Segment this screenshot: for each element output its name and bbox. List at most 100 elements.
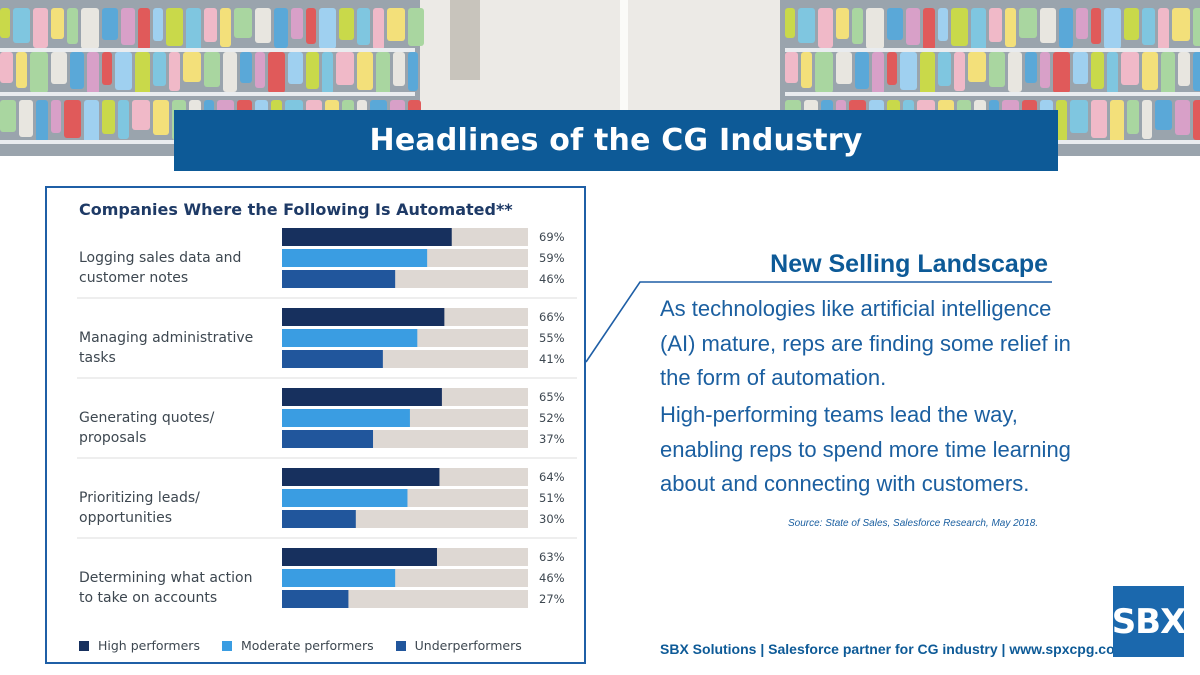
shelf-product xyxy=(357,8,370,45)
shelf-product xyxy=(306,52,319,89)
shelf-product xyxy=(153,100,169,135)
shelf-product xyxy=(183,52,201,82)
bar xyxy=(282,388,442,406)
footer-text: SBX Solutions | Salesforce partner for C… xyxy=(660,641,1128,657)
shelf-product xyxy=(818,8,833,48)
shelf-product xyxy=(1104,8,1121,49)
logo-text: SBX xyxy=(1111,601,1187,642)
shelf-product xyxy=(102,100,115,134)
shelf-product xyxy=(16,52,27,88)
data-label: 46% xyxy=(539,272,565,286)
data-label: 66% xyxy=(539,310,565,324)
shelf-product xyxy=(866,8,884,49)
shelf-product xyxy=(223,52,237,92)
shelf-product xyxy=(923,8,935,50)
bar xyxy=(282,249,428,267)
shelf-product xyxy=(1025,52,1037,83)
shelf-product xyxy=(153,8,163,41)
data-label: 27% xyxy=(539,592,565,606)
shelf-product xyxy=(87,52,99,94)
shelf-product xyxy=(815,52,833,93)
shelf-product xyxy=(319,8,336,49)
shelf-product xyxy=(132,100,150,130)
shelf-product xyxy=(36,100,48,142)
section-heading: New Selling Landscape xyxy=(770,250,1048,278)
shelf-product xyxy=(1158,8,1169,50)
legend-label: Underperformers xyxy=(414,638,522,653)
shelf-product xyxy=(1142,8,1155,45)
data-label: 65% xyxy=(539,390,565,404)
category-label-line: to take on accounts xyxy=(79,590,218,606)
shelf-edge xyxy=(785,48,1200,52)
shelf-product xyxy=(0,52,13,83)
category-label-3: Generating quotes/ proposals xyxy=(79,408,259,448)
shelf-product xyxy=(906,8,920,45)
shelf-product xyxy=(255,52,265,88)
bar xyxy=(282,510,356,528)
shelf-product xyxy=(1019,8,1037,38)
title-banner: Headlines of the CG Industry xyxy=(174,110,1058,171)
shelf-product xyxy=(798,8,815,43)
data-label: 63% xyxy=(539,550,565,564)
shelf-product xyxy=(1161,52,1175,95)
shelf-product xyxy=(268,52,285,93)
shelf-product xyxy=(186,8,201,51)
shelf-product xyxy=(81,8,99,49)
shelf-product xyxy=(1175,100,1190,135)
shelf-product xyxy=(852,8,863,44)
shelf-product xyxy=(70,52,84,89)
data-label: 59% xyxy=(539,251,565,265)
shelf-product xyxy=(387,8,405,41)
shelf-product xyxy=(785,52,798,83)
shelf-product xyxy=(84,100,99,143)
bar xyxy=(282,548,437,566)
bar xyxy=(282,350,383,368)
data-label: 37% xyxy=(539,432,565,446)
shelf-product xyxy=(989,52,1005,87)
shelf-product xyxy=(1172,8,1190,41)
shelf-product xyxy=(393,52,405,86)
shelf-product xyxy=(204,52,220,87)
shelf-product xyxy=(1053,52,1070,93)
shelf-product xyxy=(1070,100,1088,133)
legend-label: Moderate performers xyxy=(240,638,374,653)
shelf-product xyxy=(121,8,135,45)
shelf-product xyxy=(1091,52,1104,89)
shelf-product xyxy=(887,52,897,85)
shelf-product xyxy=(900,52,917,90)
shelf-product xyxy=(1193,52,1200,91)
shelf-product xyxy=(1091,100,1107,138)
shelf-product xyxy=(1110,100,1124,143)
data-label: 30% xyxy=(539,512,565,526)
body-paragraph: High-performing teams lead the way, enab… xyxy=(660,402,1071,496)
shelf-product xyxy=(240,52,252,83)
sbx-logo-icon: SBX xyxy=(1111,586,1187,657)
shelf-product xyxy=(855,52,869,89)
chart-title: Companies Where the Following Is Automat… xyxy=(79,200,513,219)
shelf-product xyxy=(801,52,812,88)
category-label-line: Logging sales data and xyxy=(79,250,242,266)
shelf-product xyxy=(887,8,903,40)
category-label-line: tasks xyxy=(79,350,116,366)
shelf-product xyxy=(51,8,64,39)
shelf-product xyxy=(1127,100,1139,134)
bar xyxy=(282,329,418,347)
shelf-product xyxy=(1005,8,1016,47)
bar-chart: 69% 59% 46% 66% 55% 41% 65% 52% 37% 64% 51% 30% 63% 4… xyxy=(77,228,577,608)
category-label-line: proposals xyxy=(79,430,147,446)
shelf-product xyxy=(938,52,951,86)
shelf-product xyxy=(153,52,166,86)
shelf-product xyxy=(118,100,129,139)
shelf-product xyxy=(938,8,948,41)
bar xyxy=(282,569,396,587)
shelf-product xyxy=(166,8,183,46)
shelf-product xyxy=(138,8,150,50)
category-label-1: Logging sales data and customer notes xyxy=(79,248,259,288)
shelf-product xyxy=(989,8,1002,42)
legend-swatch xyxy=(395,640,406,651)
shelf-product xyxy=(872,52,884,94)
shelf-product xyxy=(135,52,150,95)
shelf-edge xyxy=(0,48,415,52)
chart-legend: High performers Moderate performers Unde… xyxy=(79,638,528,653)
shelf-product xyxy=(951,8,968,46)
